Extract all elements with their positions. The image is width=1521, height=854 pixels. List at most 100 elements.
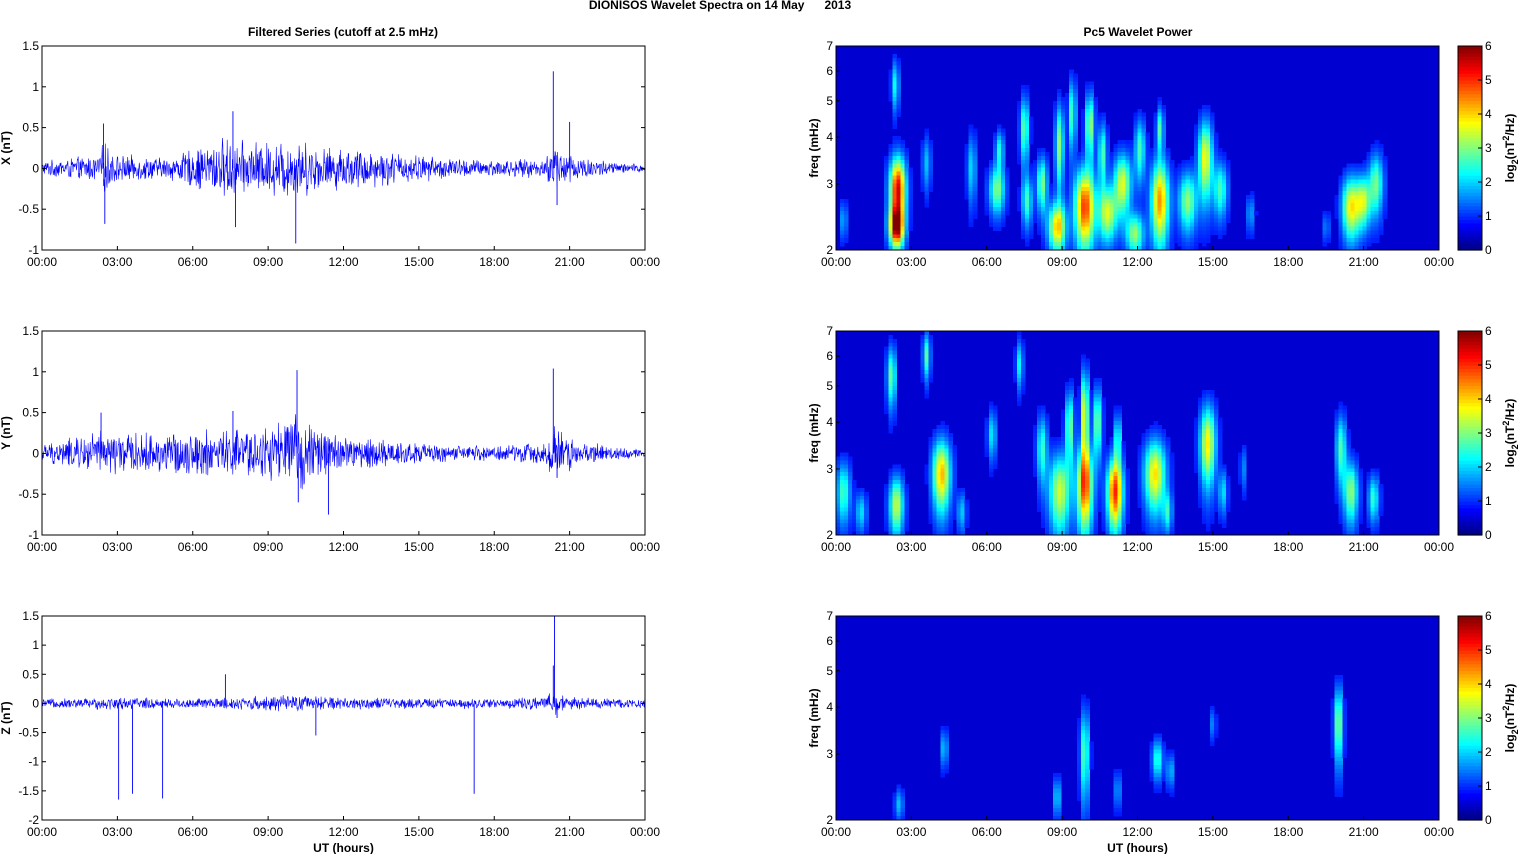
heatmap-cell xyxy=(1149,531,1155,536)
heatmap-cell xyxy=(1342,476,1348,481)
heatmap-cell xyxy=(1169,476,1175,481)
heatmap-cell xyxy=(1338,202,1344,208)
heatmap-cell xyxy=(1053,476,1058,481)
timeseries-xtick-label: 12:00 xyxy=(328,540,358,554)
heatmap-cell xyxy=(1338,491,1344,497)
heatmap-cell xyxy=(1045,206,1050,212)
heatmap-cell xyxy=(1165,503,1171,509)
heatmap-cell xyxy=(1350,163,1356,169)
heatmap-cell xyxy=(1362,230,1368,235)
heatmap-cell xyxy=(1085,472,1090,477)
heatmap-cell xyxy=(1053,214,1058,220)
heatmap-cell xyxy=(928,468,934,473)
heatmap-cell xyxy=(1081,480,1086,485)
heatmap-cell xyxy=(1024,234,1030,239)
heatmap-cell xyxy=(1089,487,1094,493)
heatmap-cell xyxy=(892,210,897,216)
heatmap-cell xyxy=(968,175,974,180)
heatmap-cell xyxy=(964,148,970,153)
heatmap-cell xyxy=(1217,503,1223,509)
heatmap-cell xyxy=(1113,523,1118,528)
heatmap-cell xyxy=(920,159,926,165)
heatmap-cell xyxy=(1366,187,1372,192)
colorbar-label-subscript: 2 xyxy=(1510,444,1520,449)
heatmap-cell xyxy=(1221,191,1227,196)
heatmap-cell xyxy=(1093,440,1098,446)
heatmap-cell xyxy=(1069,527,1074,532)
heatmap-cell xyxy=(1069,93,1074,98)
heatmap-cell xyxy=(1185,238,1191,243)
colorbar-swatch xyxy=(1458,212,1482,217)
heatmap-cell xyxy=(1057,456,1062,462)
heatmap-cell xyxy=(1354,179,1360,184)
heatmap-cell xyxy=(992,140,998,145)
heatmap-cell xyxy=(1366,472,1372,477)
heatmap-cell xyxy=(1165,456,1171,462)
heatmap-cell xyxy=(984,417,990,422)
heatmap-cell xyxy=(848,472,853,477)
heatmap-cell xyxy=(964,155,970,161)
heatmap-cell xyxy=(1334,429,1340,434)
heatmap-cell xyxy=(1193,444,1199,450)
heatmap-cell xyxy=(956,515,962,520)
colorbar-swatch xyxy=(1458,205,1482,210)
heatmap-cell xyxy=(1165,460,1171,465)
heatmap-cell xyxy=(1101,206,1106,212)
heatmap-cell xyxy=(1053,776,1058,782)
heatmap-cell xyxy=(1145,179,1151,184)
heatmap-cell xyxy=(948,487,954,493)
heatmap-cell xyxy=(1334,413,1340,418)
heatmap-cell xyxy=(1149,487,1155,493)
heatmap-cell xyxy=(1366,202,1372,208)
heatmap-cell xyxy=(1081,436,1086,442)
heatmap-cell xyxy=(1105,472,1110,477)
heatmap-cell xyxy=(1109,206,1114,212)
heatmap-cell xyxy=(884,495,889,501)
heatmap-cell xyxy=(1165,155,1171,161)
heatmap-cell xyxy=(928,374,934,379)
colorbar-swatch xyxy=(1458,524,1482,529)
heatmap-cell xyxy=(1145,487,1151,493)
heatmap-cell xyxy=(928,491,934,497)
heatmap-cell xyxy=(1326,226,1332,231)
heatmap-cell xyxy=(1085,358,1090,363)
heatmap-cell xyxy=(1137,120,1143,126)
heatmap-cell xyxy=(1065,409,1070,414)
heatmap-cell xyxy=(1093,159,1098,165)
heatmap-cell xyxy=(924,480,930,485)
heatmap-cell xyxy=(1153,179,1159,184)
heatmap-cell xyxy=(1049,476,1054,481)
heatmap-cell xyxy=(1061,448,1066,454)
heatmap-cell xyxy=(996,151,1002,157)
colorbar-swatch xyxy=(1458,93,1482,98)
colorbar-swatch xyxy=(1458,490,1482,495)
heatmap-cell xyxy=(892,124,897,129)
heatmap-cell xyxy=(1197,499,1203,505)
heatmap-cell xyxy=(1081,491,1086,497)
heatmap-cell xyxy=(1109,487,1114,493)
heatmap-cell xyxy=(1000,202,1006,208)
heatmap-cell xyxy=(1081,425,1086,430)
heatmap-cell xyxy=(1209,163,1215,169)
heatmap-cell xyxy=(1141,148,1147,153)
heatmap-cell xyxy=(1069,503,1074,509)
heatmap-cell xyxy=(944,757,950,762)
heatmap-cell xyxy=(1109,179,1114,184)
heatmap-cell xyxy=(1193,238,1199,243)
heatmap-cell xyxy=(1125,148,1131,153)
heatmap-cell xyxy=(1000,187,1006,192)
heatmap-cell xyxy=(1342,202,1348,208)
heatmap-cell xyxy=(988,425,994,430)
heatmap-cell xyxy=(1097,409,1102,414)
heatmap-cell xyxy=(1053,527,1058,532)
heatmap-cell xyxy=(1069,230,1074,235)
heatmap-cell xyxy=(1097,421,1102,426)
heatmap-cell xyxy=(1205,199,1211,204)
heatmap-cell xyxy=(1065,97,1070,102)
heatmap-cell xyxy=(1221,199,1227,204)
heatmap-cell xyxy=(864,503,869,509)
heatmap-cell xyxy=(1073,104,1078,110)
heatmap-cell xyxy=(840,199,845,204)
heatmap-cell xyxy=(1097,112,1102,118)
ytick-label: 0 xyxy=(32,446,39,460)
